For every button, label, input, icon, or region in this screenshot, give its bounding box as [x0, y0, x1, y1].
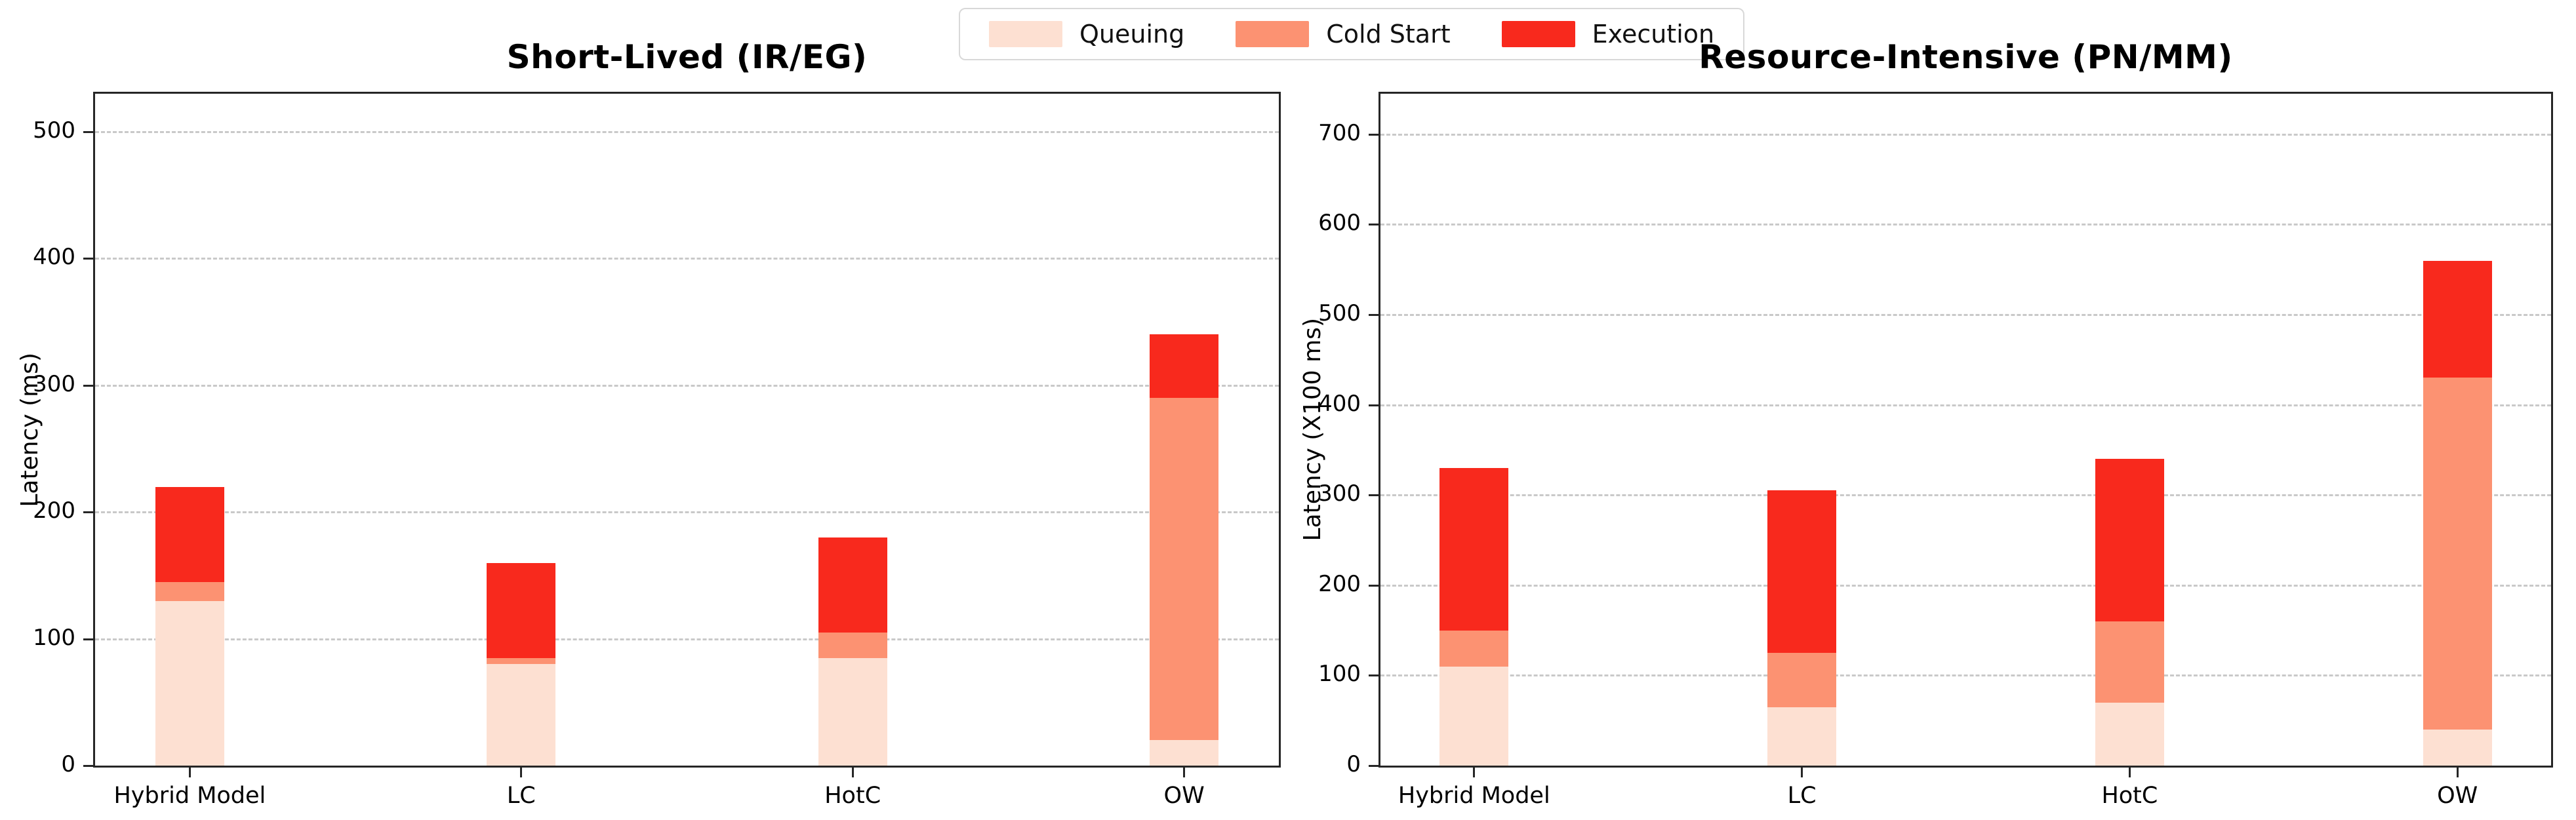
y-tick-label-0: 0	[61, 751, 75, 777]
bar-segment-execution-lc	[1767, 490, 1837, 654]
y-tick-200	[1369, 584, 1380, 587]
y-tick-label-100: 100	[33, 624, 75, 651]
y-tick-100	[1369, 674, 1380, 677]
legend-swatch-queuing	[989, 21, 1062, 47]
y-tick-label-100: 100	[1318, 661, 1361, 688]
chart-title-left: Short-Lived (IR/EG)	[506, 38, 868, 76]
y-tick-label-0: 0	[1346, 751, 1361, 777]
legend-swatch-cold-start	[1236, 21, 1310, 47]
bar-segment-queuing-hybrid-model	[1439, 666, 1509, 766]
gridline-400	[1380, 404, 2551, 406]
x-tick-label-ow: OW	[2437, 783, 2478, 809]
y-tick-label-200: 200	[33, 498, 75, 524]
legend: Queuing Cold Start Execution	[959, 8, 1745, 60]
y-tick-700	[1369, 133, 1380, 136]
y-tick-400	[83, 258, 95, 260]
x-tick-hotc	[851, 768, 854, 777]
bar-segment-execution-hybrid-model	[1439, 467, 1509, 631]
y-tick-400	[1369, 404, 1380, 406]
bar-segment-cold-start-hotc	[2095, 621, 2164, 703]
y-tick-0	[1369, 765, 1380, 767]
x-tick-label-ow: OW	[1163, 783, 1205, 809]
x-tick-ow	[1183, 768, 1186, 777]
y-tick-label-400: 400	[1318, 390, 1361, 417]
gridline-700	[1380, 133, 2551, 136]
y-tick-500	[83, 131, 95, 134]
y-tick-label-300: 300	[1318, 480, 1361, 507]
plot-area-right	[1379, 92, 2553, 768]
x-tick-label-hybrid-model: Hybrid Model	[113, 783, 266, 809]
bar-segment-cold-start-hybrid-model	[1439, 630, 1509, 667]
x-tick-label-hotc: HotC	[2101, 783, 2158, 809]
chart-title-right: Resource-Intensive (PN/MM)	[1699, 38, 2233, 76]
bar-segment-queuing-hotc	[2095, 702, 2164, 766]
x-tick-hybrid-model	[1473, 768, 1476, 777]
x-tick-lc	[1801, 768, 1803, 777]
bar-segment-execution-ow	[1150, 334, 1219, 399]
legend-label-execution: Execution	[1592, 20, 1715, 49]
gridline-200	[95, 511, 1279, 514]
y-tick-200	[83, 511, 95, 514]
x-tick-label-lc: LC	[1787, 783, 1817, 809]
y-tick-label-500: 500	[1318, 300, 1361, 327]
legend-swatch-execution	[1501, 21, 1575, 47]
x-tick-label-lc: LC	[506, 783, 536, 809]
gridline-500	[1380, 314, 2551, 317]
bar-segment-cold-start-lc	[1767, 653, 1837, 707]
bar-segment-cold-start-hotc	[818, 632, 887, 658]
x-tick-label-hotc: HotC	[824, 783, 881, 809]
y-tick-label-400: 400	[33, 244, 75, 271]
x-tick-lc	[520, 768, 523, 777]
bar-segment-queuing-lc	[487, 664, 556, 766]
y-tick-label-300: 300	[33, 370, 75, 397]
y-axis-label-right: Latency (X100 ms)	[1298, 318, 1326, 541]
legend-item-queuing: Queuing	[989, 20, 1184, 49]
gridline-400	[95, 258, 1279, 260]
gridline-300	[95, 384, 1279, 387]
bar-segment-queuing-ow	[1150, 740, 1219, 766]
legend-item-cold-start: Cold Start	[1236, 20, 1451, 49]
bar-segment-queuing-hybrid-model	[155, 600, 224, 766]
bar-segment-execution-hotc	[818, 537, 887, 633]
gridline-500	[95, 131, 1279, 134]
bar-segment-execution-ow	[2423, 260, 2492, 378]
bar-segment-execution-lc	[487, 562, 556, 658]
plot-area-left	[93, 92, 1281, 768]
x-tick-hotc	[2128, 768, 2131, 777]
y-tick-300	[1369, 494, 1380, 497]
gridline-300	[1380, 494, 2551, 497]
legend-item-execution: Execution	[1501, 20, 1715, 49]
y-axis-label-left-wrap: Latency (ms)	[14, 94, 45, 766]
bar-segment-execution-hotc	[2095, 459, 2164, 621]
y-tick-600	[1369, 224, 1380, 226]
y-tick-label-600: 600	[1318, 210, 1361, 237]
y-tick-300	[83, 384, 95, 387]
bar-segment-cold-start-ow	[1150, 398, 1219, 741]
gridline-200	[1380, 584, 2551, 587]
y-tick-label-500: 500	[33, 117, 75, 144]
bar-segment-queuing-ow	[2423, 729, 2492, 766]
bar-segment-queuing-hotc	[818, 657, 887, 766]
bar-segment-cold-start-hybrid-model	[155, 581, 224, 601]
x-tick-hybrid-model	[188, 768, 191, 777]
x-tick-ow	[2456, 768, 2459, 777]
gridline-100	[95, 638, 1279, 640]
y-tick-label-700: 700	[1318, 119, 1361, 146]
bar-segment-cold-start-ow	[2423, 378, 2492, 730]
y-tick-label-200: 200	[1318, 570, 1361, 597]
y-tick-0	[83, 765, 95, 767]
legend-label-cold-start: Cold Start	[1326, 20, 1451, 49]
gridline-600	[1380, 224, 2551, 226]
y-tick-500	[1369, 314, 1380, 317]
legend-label-queuing: Queuing	[1079, 20, 1185, 49]
bar-segment-execution-hybrid-model	[155, 486, 224, 582]
bar-segment-cold-start-lc	[487, 657, 556, 665]
bar-segment-queuing-lc	[1767, 707, 1837, 766]
x-tick-label-hybrid-model: Hybrid Model	[1398, 783, 1550, 809]
gridline-100	[1380, 674, 2551, 677]
y-tick-100	[83, 638, 95, 640]
